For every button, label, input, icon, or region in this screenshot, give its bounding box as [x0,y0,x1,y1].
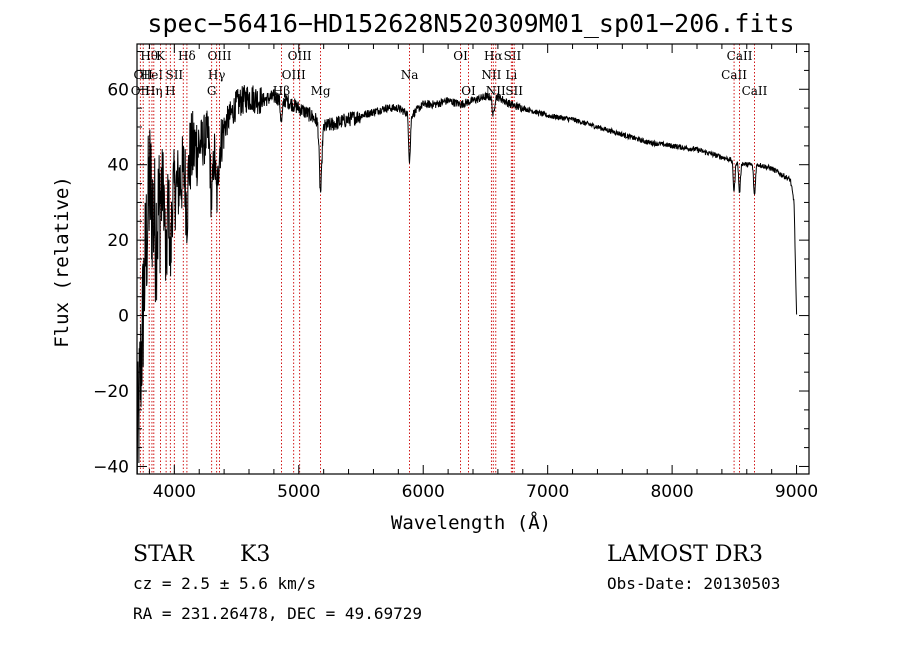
line-marker-label: Na [401,68,419,82]
x-tick-label: 7000 [526,482,569,502]
chart-title: spec−56416−HD152628N520309M01_sp01−206.f… [147,9,794,38]
line-marker-label: OIII [288,49,312,63]
line-marker-label: OII [131,84,151,98]
spectrum-line [136,85,798,475]
line-marker-label: Hβ [273,84,290,98]
plot-frame [136,43,810,475]
x-axis-label: Wavelength (Å) [391,511,551,534]
y-tick-label: 20 [107,231,129,251]
line-marker-label: CaII [742,84,768,98]
line-marker-label: SII [504,49,522,63]
y-tick-label: 60 [107,80,129,100]
y-tick-label: 0 [118,307,129,327]
line-marker-label: NII [481,68,501,82]
y-axis-label: Flux (relative) [51,176,73,348]
line-marker-label: G [207,84,217,98]
object-subclass: K3 [240,542,270,567]
object-class: STAR [133,542,195,567]
line-marker-label: SII [505,84,523,98]
axis-ticks: 4000 5000 6000 7000 8000 9000 −40 −20 0 20 40 60 [93,44,818,502]
x-tick-label: 5000 [277,482,320,502]
line-marker-label: OIII [282,68,306,82]
line-marker-label: CaII [721,68,747,82]
coordinates: RA = 231.26478, DEC = 49.69729 [133,604,422,623]
line-marker-label: Hγ [208,68,226,82]
x-tick-label: 8000 [650,482,693,502]
line-marker-label: Mg [311,84,331,98]
emission-line-markers: OIIOIIHθHeIHηKHSIIHδGHγOIIIHβOIIIOIIIMgN… [131,44,768,474]
x-tick-label: 4000 [153,482,196,502]
line-marker-label: NII [486,84,506,98]
line-marker-label: OII [134,68,154,82]
line-marker-label: Hα [484,49,503,63]
y-tick-label: 40 [107,156,129,176]
x-tick-label: 6000 [402,482,445,502]
line-marker-label: H [165,84,175,98]
observation-date: Obs-Date: 20130503 [607,574,780,593]
survey-name: LAMOST DR3 [607,542,763,567]
line-marker-label: K [156,49,166,63]
y-tick-label: −20 [93,382,129,402]
x-tick-label: 9000 [775,482,818,502]
line-marker-label: OIII [207,49,231,63]
y-tick-label: −40 [93,457,129,477]
line-marker-label: Hη [145,84,163,98]
line-marker-label: CaII [727,49,753,63]
line-marker-label: HeI [141,68,164,82]
line-marker-label: OI [453,49,468,63]
line-marker-label: Li [505,68,517,82]
redshift-value: cz = 2.5 ± 5.6 km/s [133,574,316,593]
line-marker-label: OI [461,84,476,98]
line-marker-label: SII [165,68,183,82]
line-marker-label: Hδ [178,49,196,63]
